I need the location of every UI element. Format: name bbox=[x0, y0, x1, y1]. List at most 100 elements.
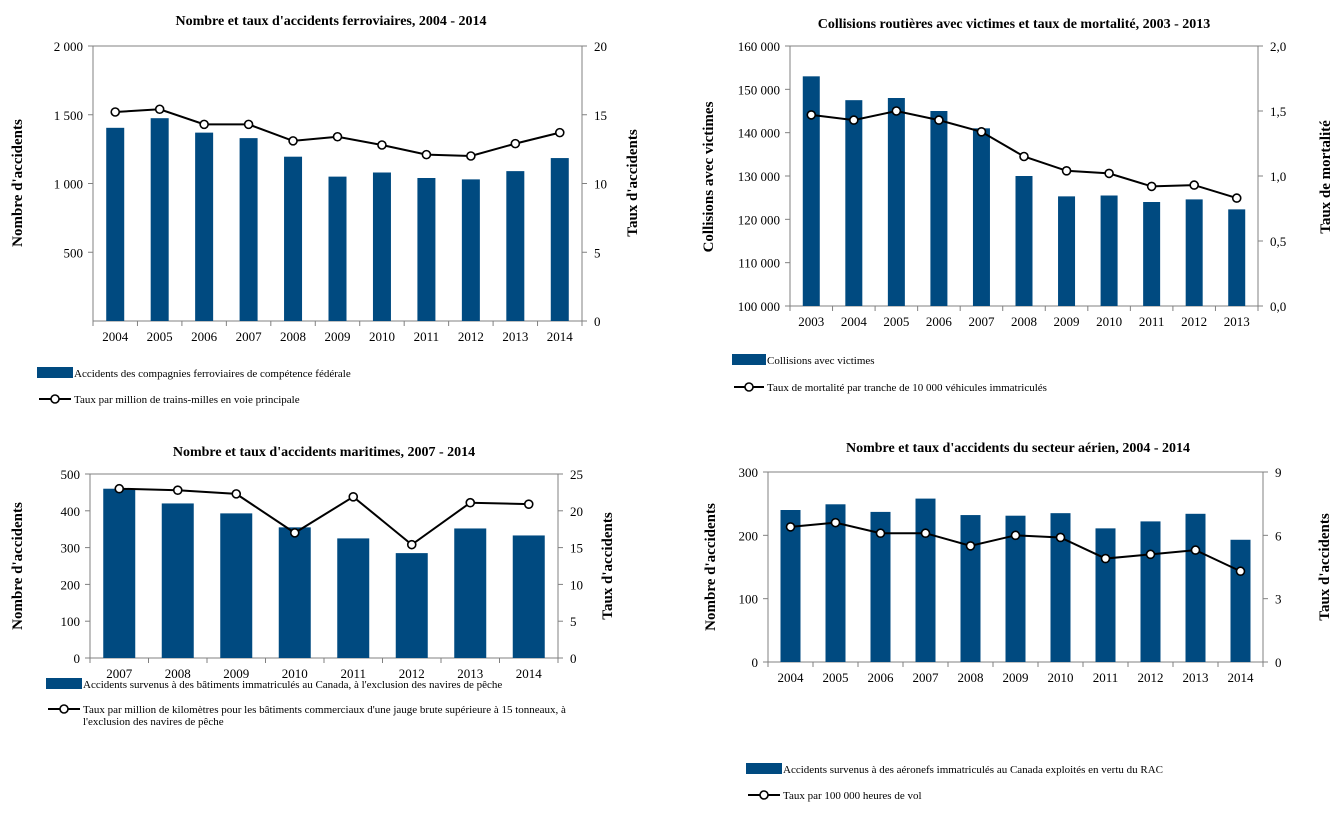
x-tick-label: 2006 bbox=[191, 329, 218, 344]
legend-line-label-part: l'exclusion des navires de pêche bbox=[83, 716, 224, 728]
bar-2009 bbox=[328, 176, 347, 321]
y2-tick-label: 9 bbox=[1275, 465, 1282, 480]
rate-point-2012 bbox=[1145, 549, 1156, 560]
bar-2013 bbox=[506, 171, 525, 321]
x-tick-label: 2005 bbox=[823, 670, 849, 685]
rate-point-2005 bbox=[154, 104, 165, 115]
x-tick-label: 2009 bbox=[223, 666, 249, 681]
rate-point-2005 bbox=[891, 106, 902, 116]
chart-panel-3: Nombre et taux d'accidents maritimes, 20… bbox=[10, 445, 616, 728]
x-tick-label: 2008 bbox=[1011, 314, 1037, 329]
y2-tick-label: 20 bbox=[570, 504, 583, 519]
chart-panel-1: Nombre et taux d'accidents ferroviaires,… bbox=[10, 14, 641, 406]
x-tick-label: 2012 bbox=[1138, 670, 1164, 685]
bar-2005 bbox=[887, 98, 905, 306]
bar-2007 bbox=[915, 498, 936, 662]
y2-tick-label: 10 bbox=[594, 177, 607, 192]
x-tick-label: 2010 bbox=[282, 666, 308, 681]
y-tick-label: 200 bbox=[61, 577, 81, 592]
chart-title: Nombre et taux d'accidents ferroviaires,… bbox=[175, 14, 486, 29]
chart-panel-4: Nombre et taux d'accidents du secteur aé… bbox=[703, 441, 1333, 802]
legend-bar-label: Accidents survenus à des bâtiments immat… bbox=[83, 679, 502, 691]
y2-tick-label: 25 bbox=[570, 467, 583, 482]
rate-point-2014 bbox=[523, 499, 534, 509]
x-tick-label: 2014 bbox=[516, 666, 543, 681]
bar-2007 bbox=[972, 128, 990, 306]
rate-point-2006 bbox=[875, 528, 886, 539]
y-tick-label: 100 000 bbox=[738, 299, 780, 314]
bar-2008 bbox=[960, 515, 981, 662]
rate-point-2003 bbox=[806, 110, 817, 120]
x-tick-label: 2009 bbox=[1054, 314, 1080, 329]
y-tick-label: 500 bbox=[64, 245, 84, 260]
x-tick-label: 2013 bbox=[1224, 314, 1250, 329]
bar-2012 bbox=[461, 179, 480, 321]
x-tick-label: 2007 bbox=[968, 314, 995, 329]
x-tick-label: 2010 bbox=[1096, 314, 1122, 329]
plot-area bbox=[89, 473, 559, 659]
legend-line-marker bbox=[50, 394, 60, 404]
legend-line-marker bbox=[59, 704, 69, 714]
legend-line-marker bbox=[759, 790, 769, 800]
bar-2011 bbox=[417, 178, 436, 321]
y2-tick-label: 6 bbox=[1275, 528, 1282, 543]
rate-point-2004 bbox=[110, 107, 121, 117]
rate-line bbox=[119, 487, 529, 546]
legend-bar-label: Accidents des compagnies ferroviaires de… bbox=[74, 368, 351, 380]
chart-title: Nombre et taux d'accidents du secteur aé… bbox=[846, 441, 1190, 456]
rate-point-2006 bbox=[934, 115, 944, 125]
y2-axis-label: Taux d'accidents bbox=[625, 129, 641, 237]
bar-2005 bbox=[825, 504, 846, 662]
rate-point-2012 bbox=[466, 151, 476, 161]
bar-2008 bbox=[161, 503, 194, 658]
bar-2007 bbox=[103, 488, 136, 658]
y-tick-label: 1 000 bbox=[54, 177, 83, 192]
bar-2010 bbox=[372, 172, 391, 321]
legend-line-label: Taux par million de trains-milles en voi… bbox=[74, 394, 300, 406]
rate-point-2013 bbox=[1231, 193, 1242, 203]
y-tick-label: 160 000 bbox=[738, 39, 780, 54]
x-tick-label: 2011 bbox=[1139, 314, 1165, 329]
rate-point-2004 bbox=[785, 522, 796, 532]
x-tick-label: 2006 bbox=[926, 314, 953, 329]
x-tick-label: 2012 bbox=[399, 666, 425, 681]
x-tick-label: 2013 bbox=[502, 329, 528, 344]
x-tick-label: 2013 bbox=[1183, 670, 1209, 685]
bar-2013 bbox=[1228, 209, 1246, 306]
rate-point-2009 bbox=[1010, 530, 1021, 541]
x-tick-label: 2012 bbox=[458, 329, 484, 344]
rate-point-2010 bbox=[1104, 168, 1114, 179]
legend-line-label: Taux de mortalité par tranche de 10 000 … bbox=[767, 382, 1047, 394]
rate-point-2013 bbox=[465, 497, 476, 508]
x-tick-label: 2008 bbox=[165, 666, 191, 681]
y2-tick-label: 5 bbox=[594, 245, 601, 260]
y2-axis-label: Taux de mortalité bbox=[1318, 120, 1334, 234]
y-tick-label: 0 bbox=[752, 655, 759, 670]
bar-2004 bbox=[106, 127, 125, 321]
bar-2014 bbox=[1230, 539, 1251, 662]
bar-2009 bbox=[220, 513, 253, 658]
x-tick-label: 2010 bbox=[369, 329, 395, 344]
legend-bar-label: Accidents survenus à des aéronefs immatr… bbox=[783, 764, 1163, 776]
legend-line-label-part: Taux par million de kilomètres pour les … bbox=[83, 704, 566, 716]
bar-2006 bbox=[870, 511, 891, 662]
y-tick-label: 200 bbox=[739, 528, 759, 543]
y-axis-label: Nombre d'accidents bbox=[703, 503, 719, 631]
x-tick-label: 2009 bbox=[325, 329, 351, 344]
bar-2010 bbox=[1050, 513, 1071, 662]
x-tick-label: 2006 bbox=[868, 670, 895, 685]
y2-tick-label: 0 bbox=[1275, 655, 1282, 670]
y2-tick-label: 20 bbox=[594, 39, 607, 54]
bar-2006 bbox=[930, 111, 948, 306]
y2-tick-label: 2,0 bbox=[1270, 39, 1286, 54]
x-tick-label: 2004 bbox=[841, 314, 868, 329]
rate-point-2009 bbox=[231, 489, 242, 499]
x-tick-label: 2009 bbox=[1003, 670, 1029, 685]
y2-tick-label: 15 bbox=[594, 108, 607, 123]
bar-2012 bbox=[1140, 521, 1161, 662]
bar-2004 bbox=[845, 100, 863, 307]
rate-point-2009 bbox=[1061, 166, 1072, 176]
y2-tick-label: 10 bbox=[570, 577, 583, 592]
rate-point-2008 bbox=[288, 136, 298, 146]
